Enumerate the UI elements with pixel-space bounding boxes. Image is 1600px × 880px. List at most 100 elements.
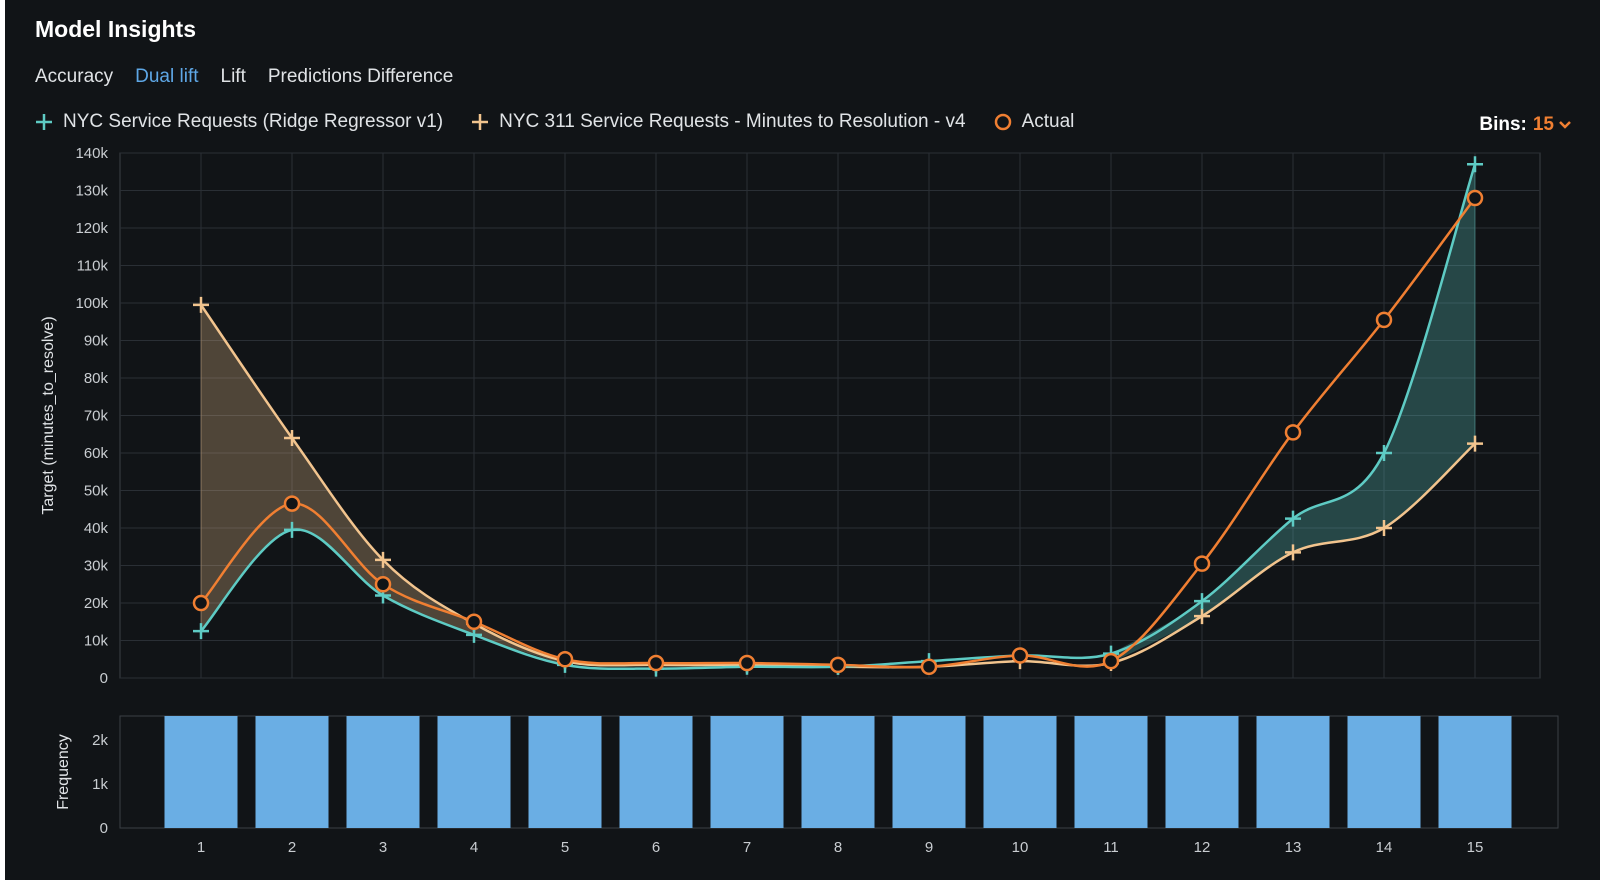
x-tick-label: 9 xyxy=(925,839,933,856)
point-model-a xyxy=(193,623,209,640)
frequency-bars xyxy=(164,716,1512,828)
x-tick-label: 10 xyxy=(1012,839,1029,856)
y-tick-label: 30k xyxy=(84,558,109,575)
frequency-bar xyxy=(983,716,1057,828)
frequency-y-ticks: 0 1k 2k xyxy=(92,732,108,837)
x-tick-label: 1 xyxy=(197,839,205,856)
x-tick-label: 11 xyxy=(1103,839,1119,856)
y-axis-label: Target (minutes_to_resolve) xyxy=(40,316,57,514)
chevron-down-icon xyxy=(1559,121,1571,129)
point-actual xyxy=(647,654,665,672)
point-model-a xyxy=(1194,593,1210,610)
frequency-bar xyxy=(1165,716,1239,828)
y-tick-label: 100k xyxy=(75,295,108,312)
x-tick-label: 15 xyxy=(1467,839,1484,856)
point-model-b xyxy=(193,296,209,313)
x-tick-label: 7 xyxy=(743,839,751,856)
x-tick-label: 8 xyxy=(834,839,842,856)
frequency-bar xyxy=(437,716,511,828)
y-tick-label: 70k xyxy=(84,408,109,425)
point-model-a xyxy=(1467,156,1483,173)
point-actual xyxy=(1284,424,1302,441)
frequency-bar xyxy=(1438,716,1512,828)
plus-icon xyxy=(36,114,52,130)
x-tick-label: 13 xyxy=(1285,839,1302,856)
frequency-bar xyxy=(1074,716,1148,828)
grid-lines xyxy=(120,152,1540,679)
legend-item-model-a[interactable]: NYC Service Requests (Ridge Regressor v1… xyxy=(33,111,443,133)
y-tick-label: 50k xyxy=(84,483,109,500)
point-model-b xyxy=(1376,520,1392,536)
dual-lift-chart: 0 10k 20k 30k 40k 50k 60k 70k 80k 90k 100k 110k 120k… xyxy=(40,145,1559,856)
bins-value: 15 xyxy=(1532,114,1554,135)
frequency-bar xyxy=(801,716,875,828)
point-model-a xyxy=(284,521,300,538)
y-tick-label: 140k xyxy=(75,145,108,162)
point-actual xyxy=(465,613,483,630)
point-actual xyxy=(1466,189,1484,207)
plus-icon xyxy=(472,114,489,130)
point-model-a xyxy=(1376,445,1392,461)
frequency-bar xyxy=(1256,716,1330,828)
x-tick-label: 4 xyxy=(470,839,478,856)
point-model-b xyxy=(1194,608,1210,625)
frequency-axis-label: Frequency xyxy=(55,734,72,810)
insight-tabs: Accuracy Dual lift Lift Predictions Diff… xyxy=(35,66,475,88)
legend-label-model-a: NYC Service Requests (Ridge Regressor v1… xyxy=(63,111,444,132)
x-tick-label: 2 xyxy=(288,839,296,856)
y-axis-ticks: 0 10k 20k 30k 40k 50k 60k 70k 80k 90k 100k 110k 120k… xyxy=(75,145,108,687)
frequency-bar xyxy=(346,716,420,828)
x-tick-label: 6 xyxy=(652,839,660,856)
x-tick-label: 12 xyxy=(1194,839,1211,856)
legend-label-model-b: NYC 311 Service Requests - Minutes to Re… xyxy=(499,111,966,132)
left-edge-strip xyxy=(0,0,5,880)
y-tick-label: 60k xyxy=(84,445,109,462)
y-tick-label: 0 xyxy=(100,670,108,687)
x-tick-label: 3 xyxy=(379,839,387,856)
series-markers xyxy=(192,156,1484,677)
y-tick-label: 110k xyxy=(77,258,109,275)
frequency-tick-label: 1k xyxy=(92,776,108,793)
model-insights-panel: Model Insights Accuracy Dual lift Lift P… xyxy=(5,0,1600,880)
model-a-higher-fill xyxy=(1111,164,1475,663)
point-model-a xyxy=(1285,510,1301,527)
tab-lift[interactable]: Lift xyxy=(220,66,246,87)
y-tick-label: 40k xyxy=(84,520,109,537)
frequency-bar xyxy=(1347,716,1421,828)
circle-icon xyxy=(994,113,1011,131)
point-actual xyxy=(283,495,301,512)
y-tick-label: 120k xyxy=(75,220,108,237)
y-tick-label: 10k xyxy=(84,633,109,650)
legend-item-model-b[interactable]: NYC 311 Service Requests - Minutes to Re… xyxy=(469,111,966,133)
legend-item-actual[interactable]: Actual xyxy=(992,111,1074,133)
bins-selector[interactable]: Bins: 15 xyxy=(1479,114,1572,136)
y-tick-label: 20k xyxy=(84,595,109,612)
chart-legend: NYC Service Requests (Ridge Regressor v1… xyxy=(33,111,1100,133)
panel-title: Model Insights xyxy=(35,16,196,42)
frequency-tick-label: 2k xyxy=(92,732,108,749)
frequency-bar xyxy=(528,716,602,828)
tab-dual-lift[interactable]: Dual lift xyxy=(135,66,199,87)
point-actual xyxy=(374,576,392,593)
x-tick-label: 5 xyxy=(561,839,569,856)
point-model-b xyxy=(375,551,391,568)
point-actual xyxy=(1375,311,1393,329)
frequency-bar xyxy=(255,716,329,828)
point-actual xyxy=(1011,647,1029,664)
point-actual xyxy=(738,654,756,672)
y-tick-label: 90k xyxy=(84,333,109,350)
tab-accuracy[interactable]: Accuracy xyxy=(35,66,114,87)
x-tick-label: 14 xyxy=(1376,839,1393,856)
point-actual xyxy=(1193,555,1211,572)
bins-label: Bins: xyxy=(1479,114,1527,135)
frequency-bar xyxy=(710,716,784,828)
x-axis-ticks: 1 2 3 4 5 6 7 8 9 10 11 12 13 14 15 xyxy=(197,839,1484,856)
tab-predictions-difference[interactable]: Predictions Difference xyxy=(267,66,454,87)
target-line-plot: 0 10k 20k 30k 40k 50k 60k 70k 80k 90k 100k 110k 120k… xyxy=(40,145,1541,687)
frequency-bar xyxy=(892,716,966,828)
y-tick-label: 80k xyxy=(84,370,109,387)
point-model-b xyxy=(284,430,300,446)
point-model-b xyxy=(1467,435,1483,452)
point-actual xyxy=(829,656,847,674)
